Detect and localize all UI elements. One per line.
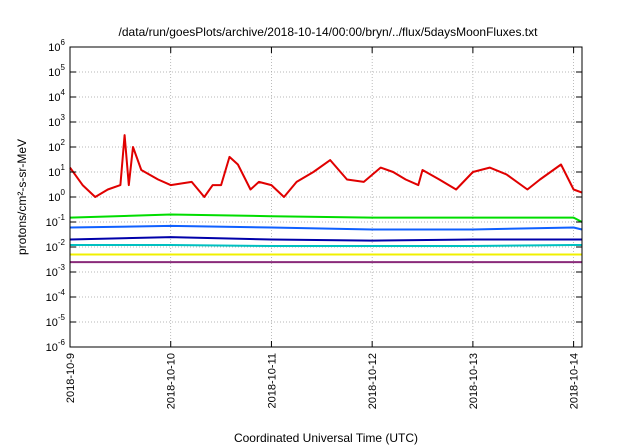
y-tick-base: 10 bbox=[48, 192, 60, 204]
chart-title: /data/run/goesPlots/archive/2018-10-14/0… bbox=[119, 25, 539, 39]
y-tick-exponent: 3 bbox=[61, 113, 66, 122]
y-tick-exponent: 6 bbox=[61, 38, 66, 47]
y-tick-label: 100 bbox=[48, 188, 65, 204]
grid-lines bbox=[70, 47, 582, 347]
y-tick-label: 103 bbox=[48, 113, 65, 129]
y-tick-label: 10-5 bbox=[46, 313, 66, 329]
y-tick-exponent: 0 bbox=[61, 188, 66, 197]
y-tick-exponent: 1 bbox=[61, 163, 66, 172]
series-group bbox=[69, 134, 583, 264]
y-tick-label: 10-1 bbox=[46, 213, 66, 229]
y-tick-label: 10-4 bbox=[46, 288, 66, 304]
y-tick-exponent: 5 bbox=[61, 63, 66, 72]
y-tick-base: 10 bbox=[46, 267, 58, 279]
y-tick-label: 10-2 bbox=[46, 238, 66, 254]
y-tick-exponent: 4 bbox=[61, 88, 66, 97]
x-tick-label: 2018-10-13 bbox=[468, 353, 480, 409]
series-line bbox=[69, 134, 583, 198]
y-tick-label: 10-6 bbox=[46, 338, 66, 354]
series-line bbox=[69, 224, 583, 231]
y-tick-exponent: -3 bbox=[58, 263, 66, 272]
y-tick-label: 101 bbox=[48, 163, 65, 179]
series-line bbox=[69, 236, 582, 242]
y-tick-exponent: -1 bbox=[58, 213, 66, 222]
y-tick-label: 104 bbox=[48, 88, 65, 104]
y-tick-base: 10 bbox=[48, 167, 60, 179]
y-tick-label: 10-3 bbox=[46, 263, 66, 279]
y-tick-base: 10 bbox=[46, 217, 58, 229]
x-tick-label: 2018-10-12 bbox=[367, 353, 379, 409]
series-line bbox=[70, 244, 582, 247]
y-tick-exponent: -2 bbox=[58, 238, 66, 247]
y-tick-base: 10 bbox=[46, 317, 58, 329]
y-tick-base: 10 bbox=[46, 342, 58, 354]
y-tick-base: 10 bbox=[48, 67, 60, 79]
x-axis: 2018-10-9 2018-10-10 2018-10-11 2018-10-12 2… bbox=[65, 47, 581, 409]
y-tick-base: 10 bbox=[48, 142, 60, 154]
x-tick-label: 2018-10-9 bbox=[65, 353, 77, 403]
y-tick-exponent: 2 bbox=[61, 138, 66, 147]
y-tick-base: 10 bbox=[48, 92, 60, 104]
y-tick-label: 102 bbox=[48, 138, 65, 154]
y-axis: 10-610-510-410-310-210-11001011021031041… bbox=[46, 38, 582, 354]
x-axis-label: Coordinated Universal Time (UTC) bbox=[234, 431, 418, 445]
y-axis-label: protons/cm²-s-sr-MeV bbox=[15, 139, 29, 255]
x-tick-label: 2018-10-11 bbox=[266, 353, 278, 408]
series-line bbox=[69, 213, 583, 223]
y-tick-base: 10 bbox=[48, 117, 60, 129]
x-tick-label: 2018-10-10 bbox=[166, 353, 178, 409]
y-tick-base: 10 bbox=[46, 242, 58, 254]
y-tick-label: 105 bbox=[48, 63, 65, 79]
y-tick-label: 106 bbox=[48, 38, 65, 54]
y-tick-base: 10 bbox=[46, 292, 58, 304]
x-tick-label: 2018-10-14 bbox=[569, 353, 581, 409]
y-tick-base: 10 bbox=[48, 42, 60, 54]
y-tick-exponent: -5 bbox=[58, 313, 66, 322]
y-tick-exponent: -4 bbox=[58, 288, 66, 297]
y-tick-exponent: -6 bbox=[58, 338, 66, 347]
